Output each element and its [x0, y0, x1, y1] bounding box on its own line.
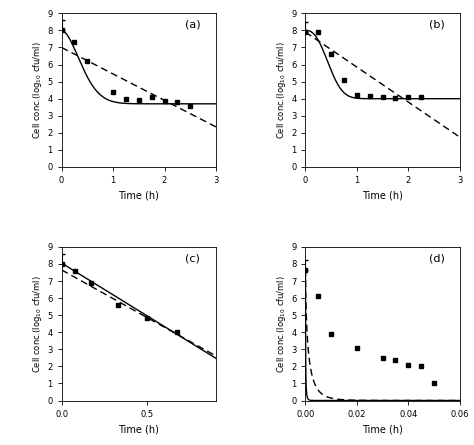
X-axis label: Time (h): Time (h): [118, 424, 159, 434]
Text: (b): (b): [429, 20, 445, 29]
X-axis label: Time (h): Time (h): [362, 424, 403, 434]
Y-axis label: Cell conc.(log$_{10}$ cfu/ml): Cell conc.(log$_{10}$ cfu/ml): [31, 41, 45, 139]
Y-axis label: Cell conc.(log$_{10}$ cfu/ml): Cell conc.(log$_{10}$ cfu/ml): [275, 41, 288, 139]
Y-axis label: Cell conc.(log$_{10}$ cfu/ml): Cell conc.(log$_{10}$ cfu/ml): [275, 275, 288, 372]
X-axis label: Time (h): Time (h): [362, 190, 403, 201]
X-axis label: Time (h): Time (h): [118, 190, 159, 201]
Text: (a): (a): [185, 20, 201, 29]
Text: (c): (c): [185, 253, 200, 263]
Text: (d): (d): [429, 253, 445, 263]
Y-axis label: Cell conc.(log$_{10}$ cfu/ml): Cell conc.(log$_{10}$ cfu/ml): [31, 275, 45, 372]
